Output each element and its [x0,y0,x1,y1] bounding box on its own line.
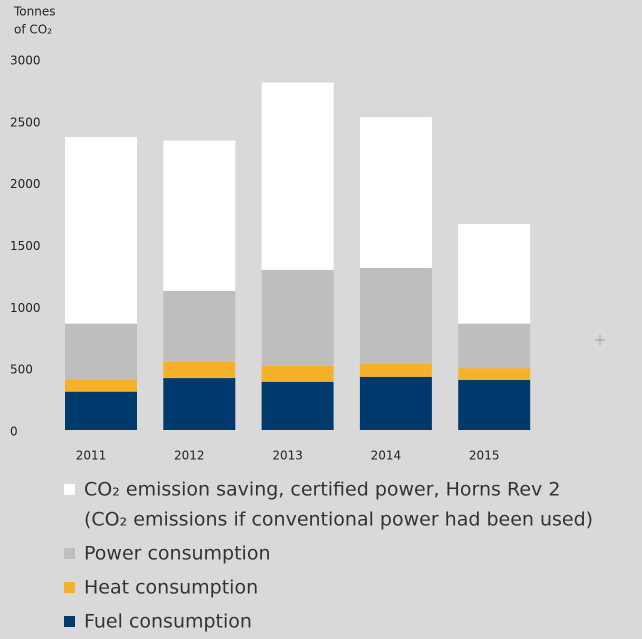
legend-note: (CO₂ emissions if conventional power had… [84,509,593,531]
decoration [595,335,605,345]
legend-swatch [64,484,75,495]
legend-swatch [64,582,75,593]
bar-segment [458,368,531,380]
bar-segment [163,290,236,362]
y-tick-label: 1500 [10,239,41,253]
bar-segment [65,379,137,392]
y-tick-label: 2500 [10,115,41,129]
y-axis-label: of CO₂ [14,23,52,37]
bar-segment [359,267,432,364]
x-tick-label: 2014 [371,449,402,463]
bar-segment [261,365,334,382]
y-axis-label: Tonnes [13,5,55,19]
bar-segment [65,136,137,324]
y-tick-label: 0 [10,425,18,439]
bar-segment [65,391,137,430]
y-tick-label: 500 [10,363,33,377]
bar-segment [261,381,334,430]
bar-segment [359,117,432,268]
bar-segment [359,363,432,377]
bar-segment [458,379,531,430]
x-tick-label: 2012 [174,449,205,463]
legend-label: Power consumption [84,543,271,565]
bar-segment [458,224,531,324]
y-tick-label: 3000 [10,54,41,68]
legend-label: CO₂ emission saving, certified power, Ho… [84,479,560,501]
bar-segment [163,378,236,430]
bar-segment [359,376,432,430]
legend-label: Heat consumption [84,577,258,599]
bar-segment [261,82,334,270]
bar-segment [163,140,236,291]
x-tick-label: 2015 [469,449,500,463]
x-tick-label: 2013 [272,449,303,463]
bar-segment [261,269,334,366]
legend-swatch [64,616,75,627]
bar-segment [458,323,531,369]
legend-label: Fuel consumption [84,611,252,633]
bar-segment [163,361,236,379]
x-tick-label: 2011 [76,449,107,463]
bar-segment [65,323,137,380]
y-tick-label: 2000 [10,177,41,191]
y-tick-label: 1000 [10,301,41,315]
legend-swatch [64,548,75,559]
